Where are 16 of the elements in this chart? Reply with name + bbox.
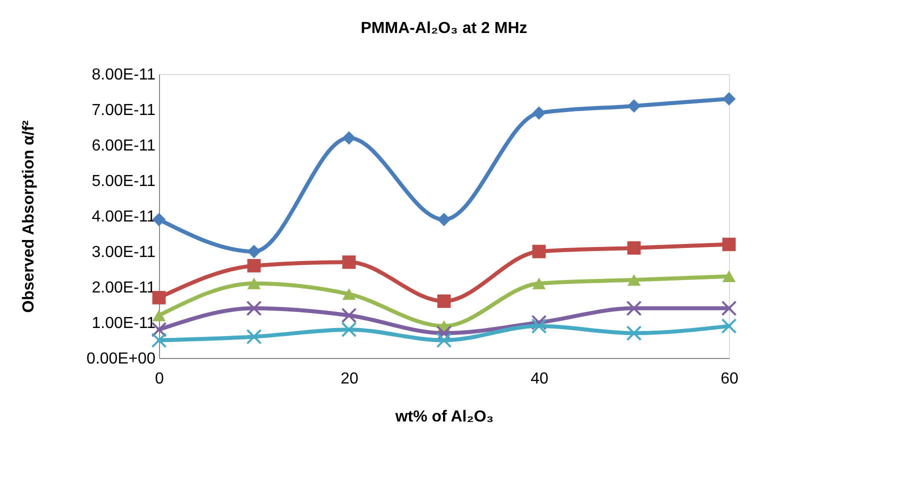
x-tick-label: 60 — [720, 370, 738, 388]
y-tick-label: 8.00E-11 — [92, 66, 156, 84]
y-axis-title: Observed Absorption α/f² — [20, 120, 38, 313]
y-tick-label: 4.00E-11 — [92, 208, 156, 226]
y-tick-label: 0.00E+00 — [86, 350, 156, 368]
chart-title: PMMA-Al₂O₃ at 2 MHz — [360, 20, 528, 37]
x-axis-title: wt% of Al₂O₃ — [394, 408, 494, 426]
x-tick-label: 0 — [155, 370, 164, 388]
y-tick-label: 1.00E-11 — [92, 315, 156, 332]
x-tick-label: 20 — [340, 370, 358, 388]
y-tick-label: 2.00E-11 — [92, 280, 156, 296]
y-tick-label: 6.00E-11 — [92, 138, 156, 154]
x-tick-label: 40 — [530, 370, 548, 388]
y-tick-label: 3.00E-11 — [92, 244, 156, 261]
y-tick-label: 5.00E-11 — [92, 173, 156, 190]
y-tick-label: 7.00E-11 — [92, 102, 156, 119]
